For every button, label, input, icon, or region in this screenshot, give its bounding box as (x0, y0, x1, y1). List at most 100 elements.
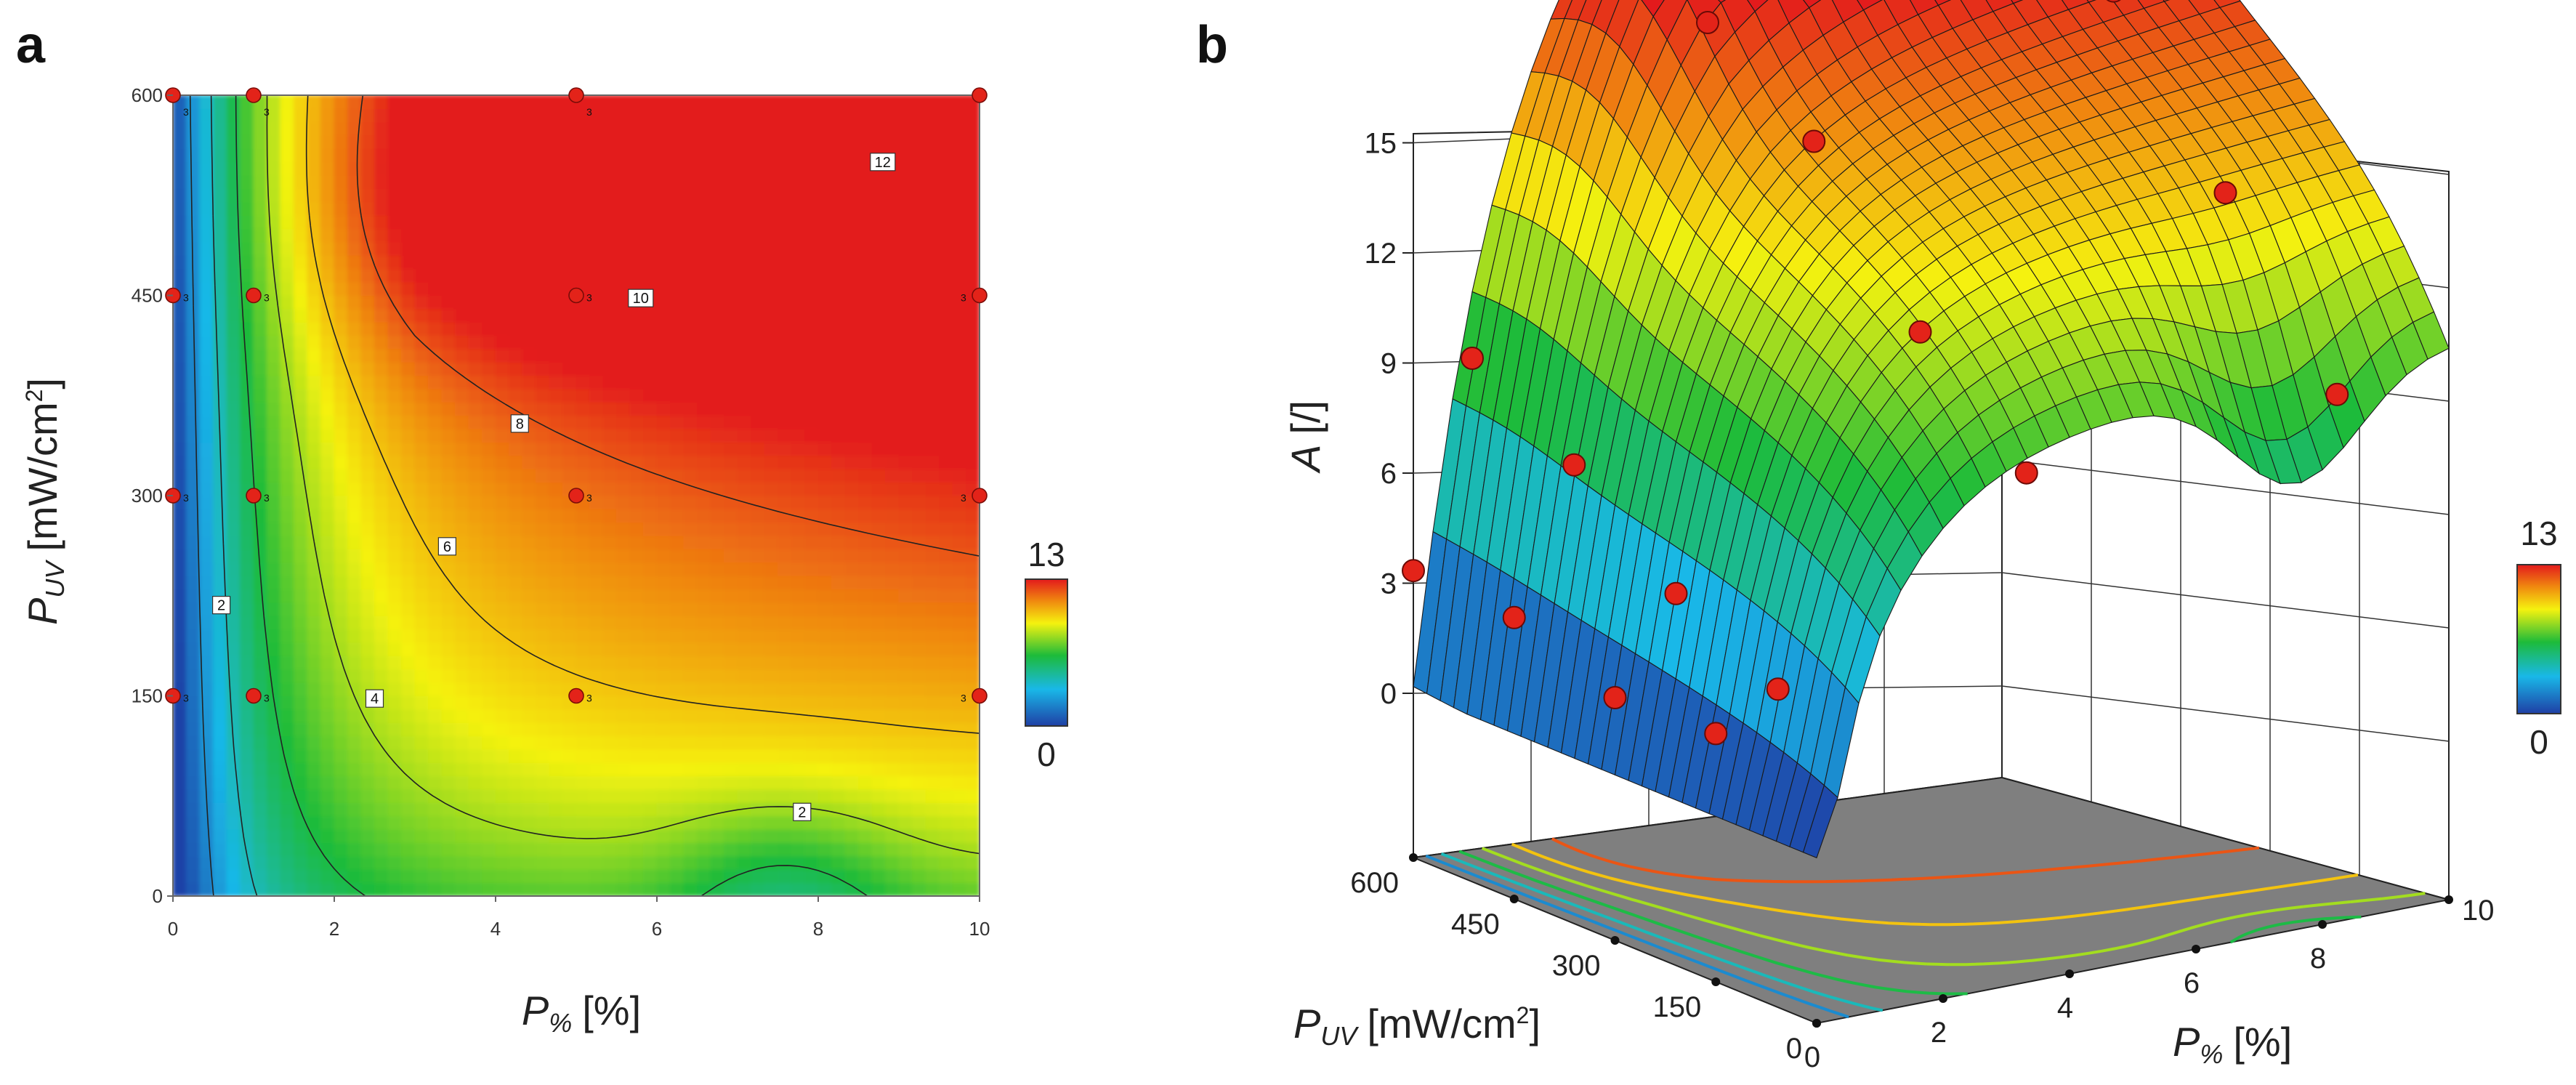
heatmap-cell (549, 775, 563, 790)
heatmap-cell (778, 602, 792, 616)
heatmap-cell (589, 241, 604, 256)
heatmap-cell (724, 201, 738, 216)
heatmap-cell (173, 602, 187, 616)
heatmap-cell (360, 855, 375, 870)
heatmap-cell (294, 295, 308, 310)
heatmap-cell (549, 148, 563, 163)
heatmap-cell (616, 548, 631, 563)
heatmap-cell (213, 802, 227, 817)
heatmap-cell (468, 802, 483, 817)
heatmap-cell (925, 455, 940, 469)
heatmap-cell (428, 415, 443, 429)
heatmap-cell (562, 321, 577, 336)
heatmap-cell (428, 214, 443, 230)
heatmap-cell (589, 669, 604, 683)
heatmap-cell (602, 788, 617, 803)
heatmap-cell (428, 134, 443, 149)
heatmap-cell (387, 522, 402, 536)
heatmap-cell (764, 228, 778, 243)
heatmap-cell (858, 455, 873, 469)
heatmap-cell (360, 508, 375, 523)
heatmap-cell (952, 669, 966, 683)
heatmap-cell (468, 442, 483, 456)
heatmap-cell (952, 855, 966, 870)
heatmap-cell (482, 775, 496, 790)
heatmap-cell (401, 281, 416, 296)
heatmap-cell (737, 535, 751, 549)
heatmap-cell (468, 548, 483, 563)
heatmap-cell (939, 775, 953, 790)
heatmap-cell (509, 254, 523, 270)
heatmap-cell (455, 709, 469, 723)
heatmap-cell (670, 548, 685, 563)
heatmap-cell (817, 602, 832, 616)
heatmap-cell (710, 442, 724, 456)
heatmap-cell (213, 842, 227, 857)
heatmap-cell (885, 401, 900, 416)
heatmap-cell (871, 522, 886, 536)
heatmap-cell (213, 295, 227, 310)
heatmap-cell (764, 828, 778, 844)
heatmap-cell (441, 375, 456, 390)
heatmap-cell (414, 321, 429, 336)
heatmap-cell (347, 121, 362, 136)
heatmap-cell (267, 415, 281, 429)
heatmap-cell (374, 335, 389, 350)
y-tick-label: 300 (132, 485, 163, 507)
heatmap-cell (549, 228, 563, 243)
heatmap-cell (952, 388, 966, 403)
heatmap-cell (186, 375, 201, 390)
heatmap-cell (428, 575, 443, 590)
heatmap-cell (414, 482, 429, 496)
heatmap-cell (320, 95, 335, 109)
heatmap-cell (791, 121, 805, 136)
heatmap-cell (213, 815, 227, 830)
heatmap-cell (697, 482, 711, 496)
heatmap-cell (817, 749, 832, 763)
heatmap-cell (428, 749, 443, 763)
heatmap-cell (656, 722, 671, 737)
heatmap-cell (885, 295, 900, 310)
heatmap-cell (804, 602, 819, 616)
design-point-3d (1402, 559, 1425, 583)
heatmap-cell (939, 735, 953, 750)
heatmap-cell (898, 802, 913, 817)
heatmap-cell (912, 802, 926, 817)
heatmap-cell (401, 868, 416, 884)
heatmap-cell (347, 361, 362, 376)
heatmap-cell (629, 762, 644, 777)
heatmap-cell (536, 295, 550, 310)
heatmap-cell (495, 562, 509, 576)
heatmap-cell (670, 815, 685, 830)
heatmap-cell (267, 562, 281, 576)
heatmap-cell (428, 868, 443, 884)
heatmap-cell (468, 161, 483, 176)
heatmap-cell (495, 722, 509, 737)
heatmap-cell (267, 655, 281, 670)
heatmap-cell (831, 415, 846, 429)
heatmap-cell (360, 281, 375, 296)
heatmap-cell (589, 348, 604, 363)
heatmap-cell (697, 161, 711, 176)
heatmap-cell (401, 749, 416, 763)
heatmap-cell (898, 468, 913, 483)
heatmap-cell (683, 495, 698, 509)
heatmap-cell (374, 174, 389, 190)
heatmap-cell (186, 148, 201, 163)
heatmap-cell (482, 241, 496, 256)
heatmap-cell (670, 615, 685, 630)
heatmap-cell (939, 802, 953, 817)
heatmap-cell (898, 214, 913, 230)
heatmap-cell (562, 855, 577, 870)
heatmap-cell (939, 108, 953, 123)
heatmap-cell (697, 428, 711, 443)
heatmap-cell (428, 615, 443, 630)
heatmap-cell (952, 188, 966, 203)
heatmap-cell (656, 415, 671, 429)
heatmap-cell (844, 442, 859, 456)
heatmap-cell (656, 348, 671, 363)
heatmap-cell (710, 868, 724, 884)
heatmap-cell (173, 214, 187, 230)
heatmap-cell (656, 575, 671, 590)
